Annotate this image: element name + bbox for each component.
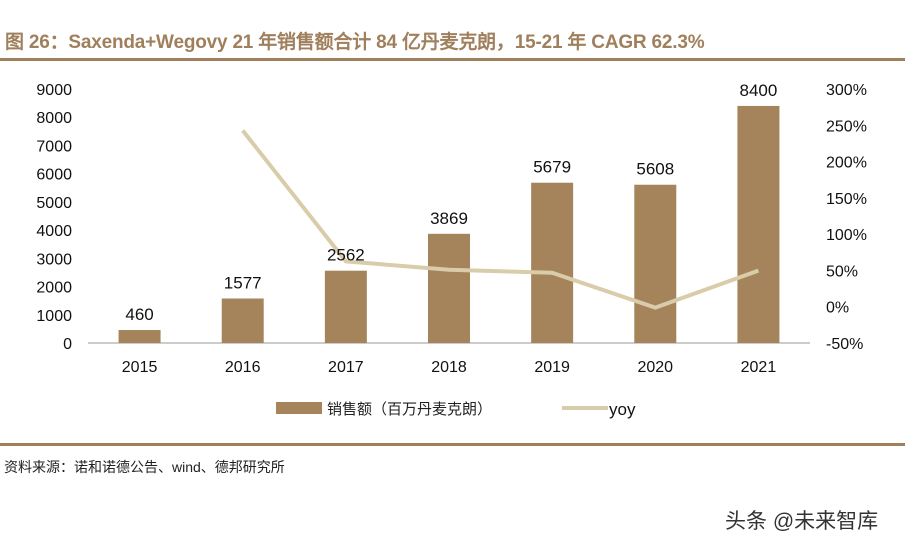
legend-bar-swatch	[276, 402, 322, 414]
y-left-tick-label: 8000	[36, 110, 72, 127]
y-left-tick-label: 0	[63, 336, 72, 353]
source-note: 资料来源：诺和诺德公告、wind、德邦研究所	[4, 459, 285, 475]
y-right-tick-label: 150%	[826, 191, 867, 208]
x-tick-label: 2015	[122, 359, 158, 376]
y-left-tick-label: 4000	[36, 223, 72, 240]
y-right-tick-label: 50%	[826, 263, 858, 280]
bar-2020	[634, 184, 677, 343]
bar-2015	[118, 330, 161, 343]
data-label: 5679	[533, 158, 571, 177]
chart-title: 图 26：Saxenda+Wegovy 21 年销售额合计 84 亿丹麦克朗，1…	[5, 32, 705, 53]
bar-2017	[324, 270, 367, 343]
y-right-tick-label: 300%	[826, 82, 867, 99]
bar-2021	[737, 105, 780, 343]
bar-2019	[531, 182, 574, 343]
x-tick-label: 2016	[225, 359, 261, 376]
data-label: 3869	[430, 209, 468, 228]
x-tick-label: 2017	[328, 359, 364, 376]
y-left-tick-label: 5000	[36, 195, 72, 212]
x-tick-label: 2018	[431, 359, 467, 376]
data-label: 460	[125, 305, 153, 324]
watermark: 头条 @未来智库	[725, 510, 879, 533]
x-tick-label: 2021	[741, 359, 777, 376]
x-tick-label: 2020	[637, 359, 673, 376]
y-left-tick-label: 1000	[36, 308, 72, 325]
y-left-tick-label: 3000	[36, 251, 72, 268]
yoy-line	[241, 129, 760, 310]
y-right-tick-label: 200%	[826, 155, 867, 172]
y-left-tick-label: 9000	[36, 82, 72, 99]
bar-2016	[221, 298, 264, 343]
y-left-tick-label: 7000	[36, 138, 72, 155]
x-tick-label: 2019	[534, 359, 570, 376]
title-divider	[0, 58, 905, 61]
data-label: 1577	[224, 273, 262, 292]
y-right-tick-label: 0%	[826, 300, 849, 317]
y-right-tick-label: 250%	[826, 118, 867, 135]
y-right-tick-label: 100%	[826, 227, 867, 244]
legend-bar-label: 销售额（百万丹麦克朗）	[327, 401, 492, 418]
legend-line-label: yoy	[609, 400, 636, 419]
y-left-tick-label: 6000	[36, 167, 72, 184]
data-label: 8400	[740, 81, 778, 100]
y-left-tick-label: 2000	[36, 280, 72, 297]
data-label: 5608	[636, 160, 674, 179]
y-right-tick-label: -50%	[826, 336, 863, 353]
data-label: 2562	[327, 246, 365, 265]
bar-2018	[428, 233, 470, 343]
legend: 销售额（百万丹麦克朗） yoy	[276, 400, 636, 419]
footer-divider	[0, 443, 905, 446]
